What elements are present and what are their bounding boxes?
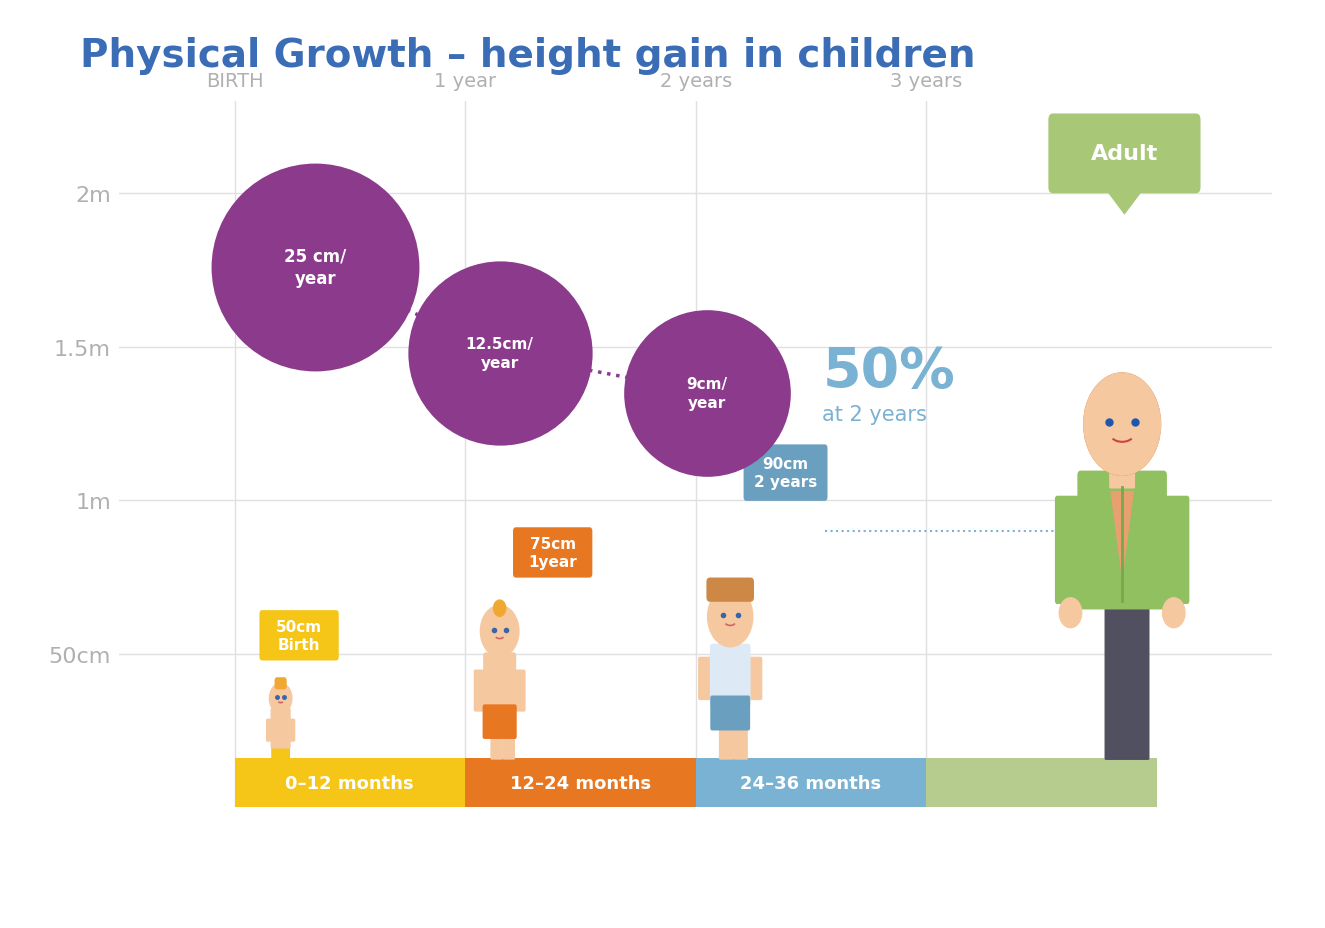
FancyBboxPatch shape	[746, 657, 762, 701]
FancyBboxPatch shape	[274, 677, 286, 690]
FancyBboxPatch shape	[272, 741, 290, 760]
Circle shape	[269, 684, 292, 714]
Text: 25 cm/
year: 25 cm/ year	[284, 248, 346, 288]
Circle shape	[708, 587, 753, 647]
Text: 75cm
1year: 75cm 1year	[529, 536, 578, 569]
FancyBboxPatch shape	[235, 758, 465, 807]
FancyBboxPatch shape	[1055, 496, 1086, 604]
FancyBboxPatch shape	[706, 578, 754, 602]
FancyBboxPatch shape	[260, 611, 339, 661]
FancyBboxPatch shape	[482, 704, 517, 740]
FancyBboxPatch shape	[1109, 458, 1136, 489]
FancyBboxPatch shape	[719, 712, 734, 760]
Text: 50%: 50%	[823, 345, 955, 399]
FancyBboxPatch shape	[484, 652, 517, 718]
FancyBboxPatch shape	[1158, 496, 1190, 604]
Point	[305, 260, 326, 275]
FancyBboxPatch shape	[511, 670, 526, 712]
FancyBboxPatch shape	[490, 725, 504, 760]
Polygon shape	[1104, 188, 1145, 215]
Point	[489, 346, 510, 361]
FancyBboxPatch shape	[465, 758, 696, 807]
Circle shape	[1162, 599, 1185, 628]
Text: 9cm/
year: 9cm/ year	[686, 377, 727, 410]
Circle shape	[494, 600, 506, 616]
FancyBboxPatch shape	[733, 712, 747, 760]
FancyBboxPatch shape	[698, 657, 716, 701]
FancyBboxPatch shape	[270, 708, 290, 749]
Point	[697, 386, 718, 401]
Text: Adult: Adult	[1090, 144, 1158, 164]
FancyBboxPatch shape	[474, 670, 488, 712]
Text: 0–12 months: 0–12 months	[285, 774, 415, 792]
Circle shape	[1084, 374, 1161, 476]
Text: at 2 years: at 2 years	[823, 405, 928, 425]
FancyBboxPatch shape	[513, 528, 592, 578]
Polygon shape	[1110, 492, 1134, 582]
FancyBboxPatch shape	[743, 445, 828, 501]
Circle shape	[481, 606, 519, 657]
FancyBboxPatch shape	[710, 644, 750, 707]
FancyBboxPatch shape	[710, 696, 750, 730]
FancyBboxPatch shape	[1126, 592, 1150, 760]
FancyBboxPatch shape	[1048, 114, 1200, 194]
Text: 90cm
2 years: 90cm 2 years	[754, 457, 818, 489]
Circle shape	[1084, 374, 1161, 476]
Text: 12–24 months: 12–24 months	[510, 774, 651, 792]
Circle shape	[1059, 599, 1081, 628]
Text: 12.5cm/
year: 12.5cm/ year	[465, 337, 534, 370]
Text: 24–36 months: 24–36 months	[741, 774, 881, 792]
FancyBboxPatch shape	[696, 758, 926, 807]
Circle shape	[1089, 384, 1155, 472]
FancyBboxPatch shape	[266, 719, 274, 741]
FancyBboxPatch shape	[1077, 471, 1167, 610]
Text: 50cm
Birth: 50cm Birth	[276, 620, 322, 651]
FancyBboxPatch shape	[288, 719, 295, 741]
FancyBboxPatch shape	[1105, 592, 1128, 760]
FancyBboxPatch shape	[926, 758, 1157, 807]
Text: Physical Growth – height gain in children: Physical Growth – height gain in childre…	[80, 37, 975, 75]
FancyBboxPatch shape	[502, 725, 515, 760]
